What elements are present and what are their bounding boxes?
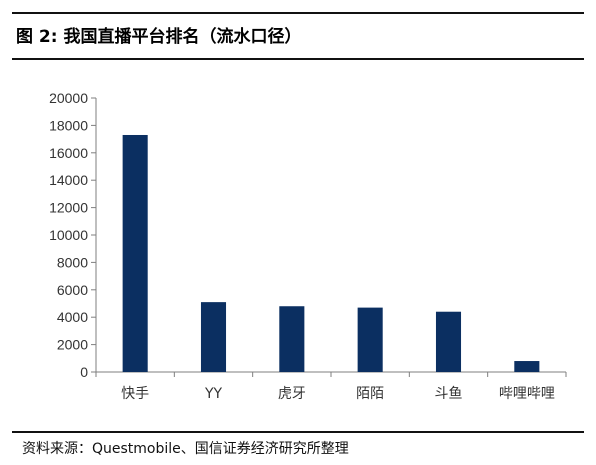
y-tick-label: 16000 bbox=[49, 145, 88, 161]
bar bbox=[122, 134, 148, 372]
y-tick-label: 0 bbox=[80, 364, 88, 380]
bar bbox=[357, 307, 383, 372]
y-tick-label: 4000 bbox=[57, 309, 88, 325]
figure-title: 图 2: 我国直播平台排名（流水口径） bbox=[16, 27, 302, 47]
x-category-label: 陌陌 bbox=[356, 386, 384, 402]
y-tick-label: 6000 bbox=[57, 282, 88, 298]
x-category-label: 虎牙 bbox=[278, 386, 306, 402]
y-axis: 0 2000 4000 6000 8000 10000 12000 14000 16000 180… bbox=[49, 90, 97, 380]
source-rule bbox=[12, 431, 584, 433]
y-tick-label: 20000 bbox=[49, 90, 88, 106]
bar bbox=[514, 361, 540, 372]
x-category-label: 斗鱼 bbox=[435, 385, 463, 402]
y-tick-label: 14000 bbox=[49, 172, 88, 188]
x-category-label: 快手 bbox=[121, 386, 149, 402]
source-note: 资料来源：Questmobile、国信证券经济研究所整理 bbox=[22, 441, 349, 457]
bars bbox=[122, 134, 540, 372]
title-underline-rule bbox=[12, 58, 584, 60]
y-tick-label: 12000 bbox=[49, 200, 88, 216]
y-tick-label: 18000 bbox=[49, 117, 88, 133]
bar bbox=[279, 306, 305, 372]
top-rule bbox=[12, 12, 584, 14]
x-category-label: YY bbox=[204, 386, 223, 402]
y-tick-label: 10000 bbox=[49, 227, 88, 243]
y-tick-label: 2000 bbox=[57, 337, 88, 353]
y-tick-label: 8000 bbox=[57, 254, 88, 270]
x-category-label: 哔哩哔哩 bbox=[499, 386, 555, 402]
bar bbox=[200, 302, 227, 372]
bar bbox=[435, 311, 462, 372]
x-axis: 快手 YY 虎牙 陌陌 斗鱼 哔哩哔哩 bbox=[95, 371, 567, 402]
